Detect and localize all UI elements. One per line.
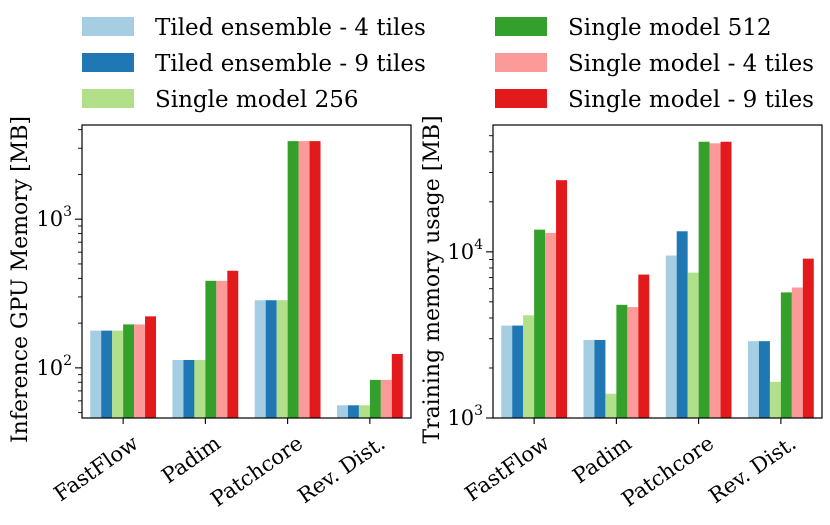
bar-single-model-9-tiles-padim bbox=[638, 274, 650, 418]
bar-tiled-ensemble-9-tiles-rev-dist bbox=[347, 405, 359, 418]
bar-single-model-256-rev-dist bbox=[358, 405, 370, 418]
bar-single-model-4-tiles-padim bbox=[627, 307, 639, 418]
legend-swatch-single-model-9-tiles bbox=[495, 89, 547, 108]
legend-left: Tiled ensemble - 4 tiles Tiled ensemble -… bbox=[82, 15, 426, 113]
y-tick-label: 104 bbox=[447, 237, 483, 264]
bar-single-model-9-tiles-fastflow bbox=[145, 316, 157, 418]
legend-label-single-model-256: Single model 256 bbox=[155, 87, 359, 113]
bar-single-model-9-tiles-padim bbox=[227, 270, 239, 418]
y-axis-title: Training memory usage [MB] bbox=[420, 115, 445, 443]
bar-single-model-512-rev-dist bbox=[780, 292, 792, 418]
x-category-label-patchcore: Patchcore bbox=[206, 431, 307, 512]
x-category-label-patchcore: Patchcore bbox=[617, 431, 718, 512]
bar-single-model-256-patchcore bbox=[276, 300, 288, 418]
x-category-label-fastflow: FastFlow bbox=[50, 431, 143, 506]
bar-single-model-256-patchcore bbox=[687, 272, 699, 418]
legend-label-tiled-ensemble-9-tiles: Tiled ensemble - 9 tiles bbox=[155, 51, 426, 77]
bar-single-model-512-patchcore bbox=[287, 141, 299, 418]
bar-single-model-4-tiles-padim bbox=[216, 280, 228, 418]
bar-single-model-256-fastflow bbox=[523, 315, 535, 418]
bar-single-model-4-tiles-patchcore bbox=[709, 143, 721, 418]
plot-frame bbox=[492, 124, 823, 419]
bar-single-model-9-tiles-patchcore bbox=[720, 141, 732, 419]
bar-tiled-ensemble-4-tiles-patchcore bbox=[254, 300, 266, 418]
bar-single-model-512-patchcore bbox=[698, 141, 710, 419]
bar-single-model-512-rev-dist bbox=[369, 379, 381, 418]
bar-single-model-9-tiles-rev-dist bbox=[391, 353, 403, 418]
legend-swatch-tiled-ensemble-4-tiles bbox=[82, 17, 134, 36]
bar-single-model-4-tiles-rev-dist bbox=[380, 379, 392, 418]
bar-tiled-ensemble-9-tiles-padim bbox=[594, 339, 606, 418]
bar-single-model-512-padim bbox=[616, 304, 628, 418]
legend-label-single-model-4-tiles: Single model - 4 tiles bbox=[568, 51, 814, 77]
y-tick-label: 103 bbox=[447, 403, 483, 430]
bar-tiled-ensemble-4-tiles-patchcore bbox=[665, 255, 677, 418]
plot-frame bbox=[81, 124, 412, 419]
legend-label-tiled-ensemble-4-tiles: Tiled ensemble - 4 tiles bbox=[155, 15, 426, 41]
bar-single-model-512-fastflow bbox=[534, 229, 546, 418]
bar-tiled-ensemble-9-tiles-patchcore bbox=[265, 300, 277, 418]
x-category-label-rev-dist: Rev. Dist. bbox=[293, 431, 389, 508]
bar-single-model-256-fastflow bbox=[112, 330, 124, 418]
bar-tiled-ensemble-9-tiles-patchcore bbox=[676, 231, 688, 418]
bar-tiled-ensemble-4-tiles-padim bbox=[583, 339, 595, 418]
bar-tiled-ensemble-4-tiles-rev-dist bbox=[747, 341, 759, 418]
bar-single-model-4-tiles-rev-dist bbox=[791, 287, 803, 418]
bar-tiled-ensemble-4-tiles-fastflow bbox=[501, 325, 513, 418]
bar-single-model-9-tiles-rev-dist bbox=[802, 258, 814, 418]
legend-swatch-single-model-512 bbox=[495, 17, 547, 36]
x-category-label-rev-dist: Rev. Dist. bbox=[704, 431, 800, 508]
bar-tiled-ensemble-9-tiles-fastflow bbox=[101, 330, 113, 418]
legend-swatch-tiled-ensemble-9-tiles bbox=[82, 53, 134, 72]
legend-label-single-model-9-tiles: Single model - 9 tiles bbox=[568, 87, 814, 113]
legend-swatch-single-model-4-tiles bbox=[495, 53, 547, 72]
legend-right: Single model 512 Single model - 4 tiles Si… bbox=[495, 15, 814, 113]
bar-tiled-ensemble-4-tiles-fastflow bbox=[90, 330, 102, 418]
bar-single-model-4-tiles-fastflow bbox=[134, 324, 146, 418]
bar-tiled-ensemble-9-tiles-padim bbox=[183, 359, 195, 418]
x-category-label-padim: Padim bbox=[157, 431, 225, 488]
legend-label-single-model-512: Single model 512 bbox=[568, 15, 772, 41]
bar-single-model-9-tiles-patchcore bbox=[309, 141, 321, 418]
x-category-label-padim: Padim bbox=[568, 431, 636, 488]
bar-single-model-9-tiles-fastflow bbox=[556, 180, 568, 418]
y-axis-title: Inference GPU Memory [MB] bbox=[8, 116, 33, 443]
bar-tiled-ensemble-4-tiles-rev-dist bbox=[336, 405, 348, 418]
bar-single-model-256-rev-dist bbox=[769, 381, 781, 418]
bar-single-model-512-fastflow bbox=[123, 324, 135, 418]
bar-single-model-256-padim bbox=[194, 359, 206, 418]
y-tick-label: 102 bbox=[36, 353, 72, 380]
x-category-label-fastflow: FastFlow bbox=[461, 431, 554, 506]
bar-single-model-512-padim bbox=[205, 280, 217, 418]
bar-tiled-ensemble-4-tiles-padim bbox=[172, 359, 184, 418]
bar-tiled-ensemble-9-tiles-rev-dist bbox=[758, 341, 770, 418]
bar-tiled-ensemble-9-tiles-fastflow bbox=[512, 325, 524, 418]
legend-swatch-single-model-256 bbox=[82, 89, 134, 108]
y-tick-label: 103 bbox=[36, 204, 72, 231]
bar-single-model-4-tiles-patchcore bbox=[298, 141, 310, 418]
bar-single-model-256-padim bbox=[605, 393, 617, 418]
bar-single-model-4-tiles-fastflow bbox=[545, 232, 557, 418]
